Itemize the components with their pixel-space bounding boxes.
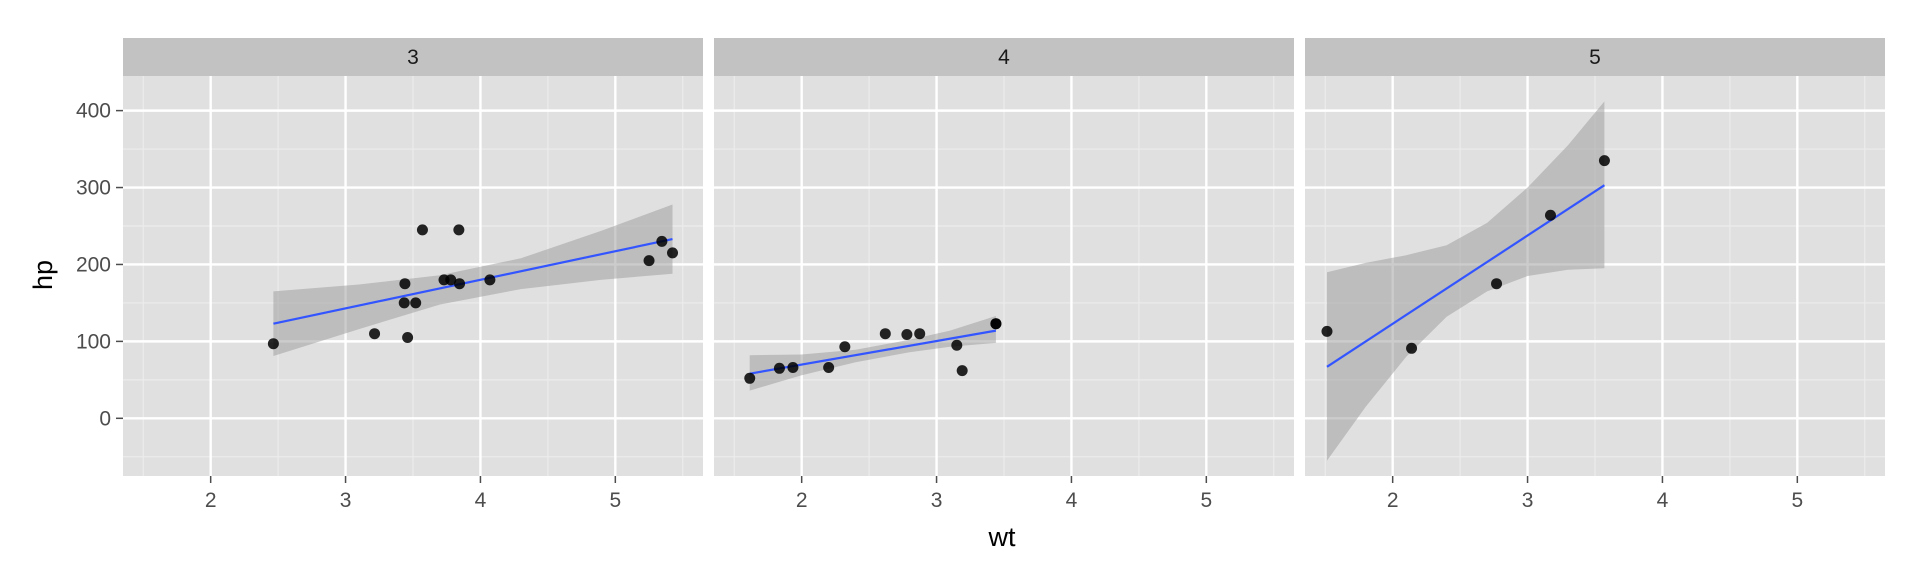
data-point	[787, 362, 799, 374]
data-point	[643, 255, 655, 267]
fit-line	[273, 238, 673, 325]
data-point	[744, 372, 756, 384]
data-point	[901, 328, 913, 340]
data-point	[410, 297, 422, 309]
facet-strip-label: 5	[1589, 46, 1601, 69]
data-point	[656, 235, 668, 247]
x-tick-label: 5	[1200, 489, 1212, 512]
x-tick-label: 5	[609, 489, 621, 512]
y-axis: 0 100 200 300 400	[76, 100, 123, 430]
confidence-band	[1327, 101, 1605, 461]
y-tick-label: 200	[76, 253, 111, 276]
panels-layer: 3 2 3 4 5 4 2 3 4 5 5 2 3 4 5	[123, 38, 1885, 512]
x-tick-label: 3	[340, 489, 352, 512]
y-tick-label: 100	[76, 330, 111, 353]
x-tick-label: 5	[1791, 489, 1803, 512]
data-point	[398, 297, 410, 309]
data-point	[369, 328, 381, 340]
y-axis-title: hp	[28, 260, 58, 290]
data-point	[445, 274, 457, 286]
data-point	[453, 224, 465, 236]
data-point	[839, 341, 851, 353]
facet-strip-label: 4	[998, 46, 1010, 69]
data-point	[402, 332, 414, 344]
confidence-band	[273, 204, 673, 356]
data-point	[454, 278, 466, 290]
data-point	[990, 318, 1002, 330]
data-point	[879, 328, 891, 340]
x-tick-label: 2	[205, 489, 217, 512]
data-point	[773, 362, 785, 374]
data-point	[914, 328, 926, 340]
data-point	[667, 247, 679, 259]
x-tick-label: 2	[796, 489, 808, 512]
y-tick-label: 400	[76, 100, 111, 123]
data-point	[1598, 155, 1610, 167]
facet-panel-4: 4 2 3 4 5	[714, 38, 1294, 512]
facet-strip-label: 3	[407, 46, 419, 69]
data-point	[484, 274, 496, 286]
x-tick-label: 3	[1522, 489, 1534, 512]
data-point	[956, 365, 968, 377]
facet-strip	[1305, 38, 1885, 76]
data-point	[823, 362, 835, 374]
facet-strip	[123, 38, 703, 76]
data-point	[1544, 209, 1556, 221]
data-point	[1491, 278, 1503, 290]
data-point	[1406, 342, 1418, 354]
facet-panel-3: 3 2 3 4 5	[123, 38, 703, 512]
facet-strip	[714, 38, 1294, 76]
y-tick-label: 0	[99, 407, 111, 430]
x-tick-label: 4	[1066, 489, 1078, 512]
data-point	[399, 278, 411, 290]
data-point	[267, 338, 279, 350]
data-point	[416, 224, 428, 236]
x-tick-label: 4	[1657, 489, 1669, 512]
fit-line	[1326, 184, 1606, 368]
data-point	[951, 339, 963, 351]
x-tick-label: 2	[1387, 489, 1399, 512]
x-tick-label: 3	[931, 489, 943, 512]
x-axis-title: wt	[988, 522, 1016, 552]
confidence-band	[749, 316, 996, 391]
y-tick-label: 300	[76, 177, 111, 200]
facet-panel-5: 5 2 3 4 5	[1305, 38, 1885, 512]
data-point	[1321, 325, 1333, 337]
x-tick-label: 4	[475, 489, 487, 512]
